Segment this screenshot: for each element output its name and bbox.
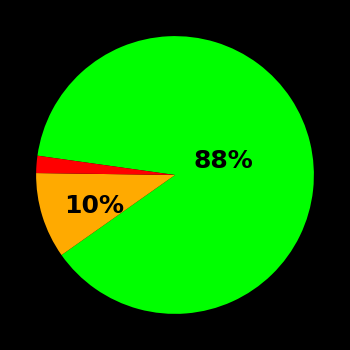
Wedge shape [36,156,175,175]
Wedge shape [36,173,175,255]
Text: 88%: 88% [194,149,253,173]
Text: 10%: 10% [64,194,125,218]
Wedge shape [37,36,314,314]
